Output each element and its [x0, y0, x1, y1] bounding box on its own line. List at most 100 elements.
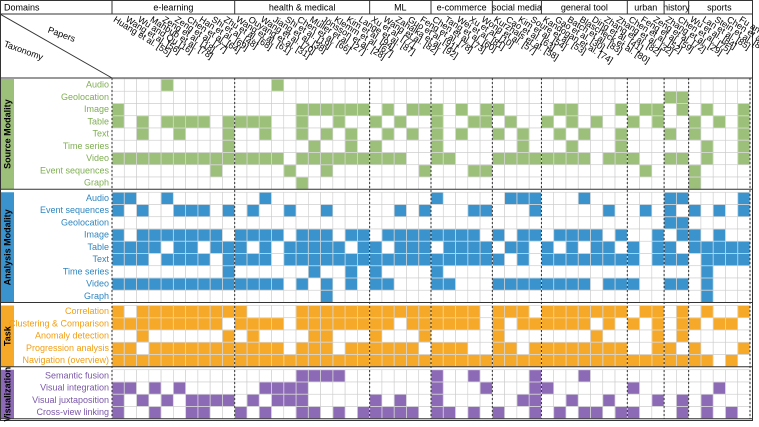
filled-cell: [308, 266, 321, 278]
filled-cell: [431, 406, 443, 419]
cell: [663, 78, 677, 92]
cell: [712, 152, 726, 166]
filled-cell: [615, 253, 627, 266]
filled-cell: [492, 305, 505, 318]
filled-cell: [308, 318, 321, 330]
filled-cell: [394, 354, 407, 367]
cell: [271, 289, 285, 303]
cell: [590, 127, 604, 141]
cell: [590, 289, 604, 303]
filled-cell: [235, 354, 247, 367]
filled-cell: [627, 253, 640, 266]
filled-cell: [259, 406, 272, 419]
cell: [492, 90, 505, 104]
cell: [725, 393, 739, 407]
cell: [246, 289, 260, 303]
filled-cell: [370, 406, 382, 419]
cell: [406, 265, 420, 279]
cell: [553, 393, 567, 407]
cell: [737, 228, 751, 242]
filled-cell: [320, 370, 333, 382]
filled-cell: [627, 116, 640, 128]
filled-cell: [235, 152, 247, 165]
cell: [651, 127, 665, 141]
filled-cell: [271, 278, 284, 290]
filled-cell: [566, 354, 578, 367]
cell: [614, 164, 628, 178]
cell: [627, 341, 640, 355]
filled-cell: [615, 103, 627, 116]
group-band: [1, 305, 14, 367]
cell: [197, 216, 211, 230]
cell: [381, 191, 395, 205]
filled-cell: [247, 253, 259, 266]
filled-cell: [554, 354, 566, 367]
filled-cell: [124, 342, 137, 355]
filled-cell: [676, 318, 689, 330]
cell: [577, 289, 591, 303]
filled-cell: [394, 406, 407, 419]
filled-cell: [713, 116, 726, 128]
filled-cell: [590, 342, 603, 355]
cell: [136, 406, 150, 420]
cell: [725, 265, 739, 279]
cell: [528, 253, 542, 267]
cell: [602, 406, 616, 420]
cell: [271, 176, 285, 190]
cell: [541, 103, 554, 117]
cell: [332, 216, 346, 230]
cell: [504, 216, 518, 230]
cell: [639, 176, 653, 190]
filled-cell: [259, 229, 272, 241]
cell: [234, 78, 248, 92]
cell: [283, 341, 297, 355]
filled-cell: [468, 241, 480, 254]
filled-cell: [382, 229, 394, 241]
filled-cell: [480, 116, 492, 128]
cell: [357, 115, 370, 129]
cell: [700, 228, 714, 242]
filled-cell: [173, 342, 186, 355]
filled-cell: [149, 406, 161, 419]
cell: [442, 139, 456, 153]
filled-cell: [578, 370, 591, 382]
filled-cell: [186, 342, 198, 355]
filled-cell: [652, 354, 664, 367]
filled-cell: [566, 253, 578, 266]
filled-cell: [492, 330, 505, 342]
cell: [528, 90, 542, 104]
cell: [357, 78, 370, 92]
filled-cell: [296, 229, 308, 241]
cell: [246, 176, 260, 190]
cell: [541, 191, 554, 205]
filled-cell: [173, 229, 186, 241]
filled-cell: [492, 342, 505, 355]
cell: [651, 139, 665, 153]
cell: [209, 90, 223, 104]
cell: [209, 289, 223, 303]
cell: [258, 176, 272, 190]
filled-cell: [468, 354, 480, 367]
filled-cell: [529, 394, 542, 407]
filled-cell: [566, 116, 578, 128]
filled-cell: [541, 241, 554, 254]
filled-cell: [590, 354, 603, 367]
cell: [308, 176, 321, 190]
cell: [492, 393, 505, 407]
filled-cell: [627, 354, 640, 367]
cell: [320, 139, 334, 153]
row-label: Visual juxtaposition: [32, 395, 109, 405]
filled-cell: [492, 229, 505, 241]
filled-cell: [210, 165, 223, 177]
filled-cell: [664, 253, 676, 266]
domain-label: ML: [394, 2, 407, 12]
cell: [516, 265, 530, 279]
cell: [602, 176, 616, 190]
cell: [712, 329, 726, 343]
cell: [344, 406, 358, 420]
filled-cell: [357, 152, 370, 165]
cell: [725, 369, 739, 383]
cell: [651, 164, 665, 178]
cell: [688, 216, 702, 230]
cell: [344, 369, 358, 383]
